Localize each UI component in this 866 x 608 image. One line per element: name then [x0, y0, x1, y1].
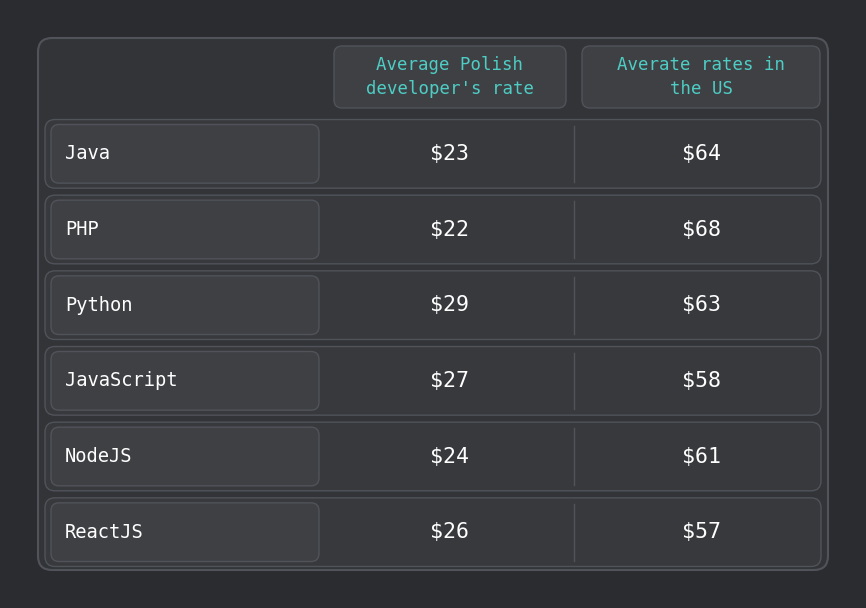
FancyBboxPatch shape: [45, 422, 821, 491]
Text: $26: $26: [430, 522, 469, 542]
Text: $68: $68: [682, 219, 721, 240]
Text: $29: $29: [430, 295, 469, 315]
Text: $61: $61: [682, 446, 721, 466]
FancyBboxPatch shape: [45, 271, 821, 339]
FancyBboxPatch shape: [582, 46, 820, 108]
Text: Java: Java: [65, 144, 110, 164]
FancyBboxPatch shape: [334, 46, 566, 108]
Text: $22: $22: [430, 219, 469, 240]
FancyBboxPatch shape: [45, 195, 821, 264]
FancyBboxPatch shape: [51, 427, 319, 486]
Text: $23: $23: [430, 144, 469, 164]
FancyBboxPatch shape: [51, 200, 319, 259]
Text: $57: $57: [682, 522, 721, 542]
FancyBboxPatch shape: [51, 125, 319, 183]
Text: Averate rates in
the US: Averate rates in the US: [617, 55, 785, 98]
FancyBboxPatch shape: [45, 120, 821, 188]
FancyBboxPatch shape: [45, 498, 821, 567]
Text: Average Polish
developer's rate: Average Polish developer's rate: [366, 55, 534, 98]
Text: $63: $63: [682, 295, 721, 315]
Text: $58: $58: [682, 371, 721, 391]
Text: $24: $24: [430, 446, 469, 466]
Text: PHP: PHP: [65, 220, 99, 239]
FancyBboxPatch shape: [51, 351, 319, 410]
Text: ReactJS: ReactJS: [65, 523, 144, 542]
Text: $64: $64: [682, 144, 721, 164]
FancyBboxPatch shape: [38, 38, 828, 570]
Text: JavaScript: JavaScript: [65, 371, 178, 390]
FancyBboxPatch shape: [51, 503, 319, 562]
Text: $27: $27: [430, 371, 469, 391]
FancyBboxPatch shape: [45, 347, 821, 415]
FancyBboxPatch shape: [51, 276, 319, 334]
Text: NodeJS: NodeJS: [65, 447, 132, 466]
Text: Python: Python: [65, 295, 132, 315]
